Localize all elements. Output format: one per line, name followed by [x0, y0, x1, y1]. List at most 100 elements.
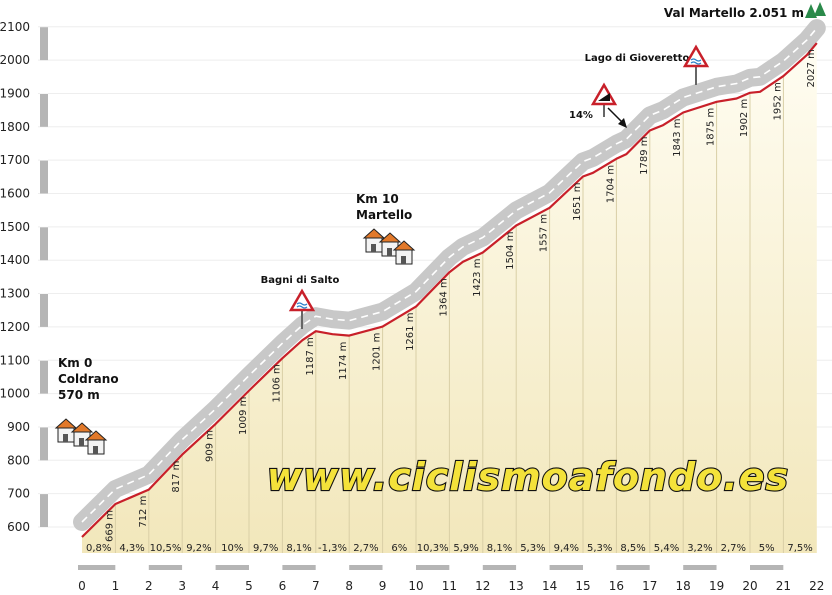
- x-tick-label: 20: [742, 579, 757, 593]
- segment-gradient-label: 9,7%: [253, 543, 278, 554]
- x-axis-segment: [783, 565, 817, 570]
- x-axis-segment: [249, 565, 283, 570]
- x-axis-segment: [750, 565, 784, 570]
- segment-gradient-label: 10,3%: [417, 543, 449, 554]
- km-elevation-label: 712 m: [138, 496, 149, 528]
- tree: [805, 4, 817, 18]
- x-tick-label: 13: [509, 579, 524, 593]
- segment-gradient-label: 8,1%: [487, 543, 512, 554]
- y-tick-label: 800: [7, 453, 30, 467]
- y-tick-label: 1300: [0, 287, 30, 301]
- y-axis-segment: [40, 293, 48, 327]
- x-tick-label: 6: [279, 579, 287, 593]
- y-tick-label: 900: [7, 420, 30, 434]
- door: [79, 438, 84, 446]
- roof: [392, 240, 416, 251]
- x-tick-label: 22: [809, 579, 824, 593]
- roof: [84, 430, 108, 441]
- sign-triangle: [288, 288, 316, 312]
- km-elevation-label: 1261 m: [405, 313, 416, 351]
- x-tick-label: 17: [642, 579, 657, 593]
- annotation-label: 570 m: [58, 388, 100, 402]
- door: [93, 446, 98, 454]
- x-tick-label: 10: [408, 579, 423, 593]
- x-tick-label: 15: [575, 579, 590, 593]
- x-axis-segment: [649, 565, 684, 570]
- door: [401, 256, 406, 264]
- annotation-label: Martello: [356, 208, 412, 222]
- y-axis-segment: [40, 326, 48, 361]
- x-axis-segment: [516, 565, 550, 570]
- y-tick-label: 1900: [0, 86, 30, 100]
- x-tick-label: 1: [112, 579, 120, 593]
- km-elevation-labels: 669 m 712 m 817 m 909 m 1009 m 1106 m 1187 m 11…: [104, 49, 816, 542]
- km-elevation-label: 1651 m: [572, 182, 583, 220]
- y-axis-segment: [40, 26, 48, 61]
- km-elevation-label: 1174 m: [338, 342, 349, 380]
- y-tick-label: 2100: [0, 20, 30, 34]
- y-axis-segment: [40, 126, 48, 161]
- y-tick-label: 1600: [0, 187, 30, 201]
- y-axis-segment: [40, 493, 48, 527]
- tree: [814, 2, 826, 16]
- y-tick-label: 1800: [0, 120, 30, 134]
- segment-gradient-label: 3,2%: [687, 543, 712, 554]
- sign-triangle: [590, 82, 618, 106]
- segment-gradient-label: 5,4%: [654, 543, 679, 554]
- annotation-label: 14%: [569, 110, 593, 121]
- annotation-label: Bagni di Salto: [261, 275, 340, 286]
- x-axis-segment: [549, 565, 583, 570]
- x-axis-segment: [215, 565, 249, 570]
- road-centerline: [81, 27, 818, 523]
- segment-gradient-label: 2,7%: [353, 543, 378, 554]
- segment-gradient-label: 5,9%: [453, 543, 478, 554]
- km-elevation-label: 1902 m: [739, 99, 750, 137]
- segment-gradient-label: 10,5%: [150, 543, 182, 554]
- segment-gradient-label: 6%: [391, 543, 407, 554]
- door: [63, 434, 68, 442]
- segment-gradient-label: 0,8%: [86, 543, 111, 554]
- segment-gradient-label: 4,3%: [119, 543, 144, 554]
- x-axis-segment: [583, 565, 617, 570]
- km-elevation-label: 1557 m: [539, 214, 550, 252]
- x-axis-segment: [115, 565, 149, 570]
- sign-waves: [690, 58, 702, 65]
- annotation-label: Lago di Gioveretto: [585, 53, 690, 64]
- x-tick-label: 9: [379, 579, 387, 593]
- km-elevation-label: 1952 m: [772, 82, 783, 120]
- roof: [362, 228, 386, 239]
- y-tick-label: 1100: [0, 353, 30, 367]
- y-tick-label: 1700: [0, 153, 30, 167]
- y-tick-label: 1400: [0, 253, 30, 267]
- segment-gradient-label: 8,5%: [620, 543, 645, 554]
- x-tick-label: 7: [312, 579, 320, 593]
- x-tick-label: 5: [245, 579, 253, 593]
- x-axis-segment: [82, 565, 116, 570]
- segment-gradient-label: 5,3%: [587, 543, 612, 554]
- water-sign-icon: [288, 288, 316, 329]
- km-elevation-label: 1875 m: [706, 108, 717, 146]
- x-axis-segment: [416, 565, 450, 570]
- profile-line: [81, 42, 818, 538]
- segment-gradient-label: -1,3%: [318, 543, 347, 554]
- km-elevation-label: 1504 m: [505, 232, 516, 270]
- x-tick-label: 12: [475, 579, 490, 593]
- pointer-arrowhead: [618, 118, 627, 128]
- annotation-label: Km 0: [58, 356, 92, 370]
- roof: [54, 418, 78, 429]
- x-axis-segment: [349, 565, 383, 570]
- x-tick-label: 11: [442, 579, 457, 593]
- segment-gradient-label: 8,1%: [286, 543, 311, 554]
- roof: [70, 422, 94, 433]
- x-tick-label: 3: [178, 579, 186, 593]
- x-axis-segment: [78, 565, 82, 570]
- x-axis-segment: [616, 565, 650, 570]
- roof: [378, 232, 402, 243]
- x-tick-label: 21: [776, 579, 791, 593]
- km-elevation-label: 1423 m: [472, 259, 483, 297]
- x-tick-label: 8: [345, 579, 353, 593]
- steep-sign-icon: [590, 82, 618, 117]
- y-tick-label: 1000: [0, 387, 30, 401]
- y-tick-label: 1500: [0, 220, 30, 234]
